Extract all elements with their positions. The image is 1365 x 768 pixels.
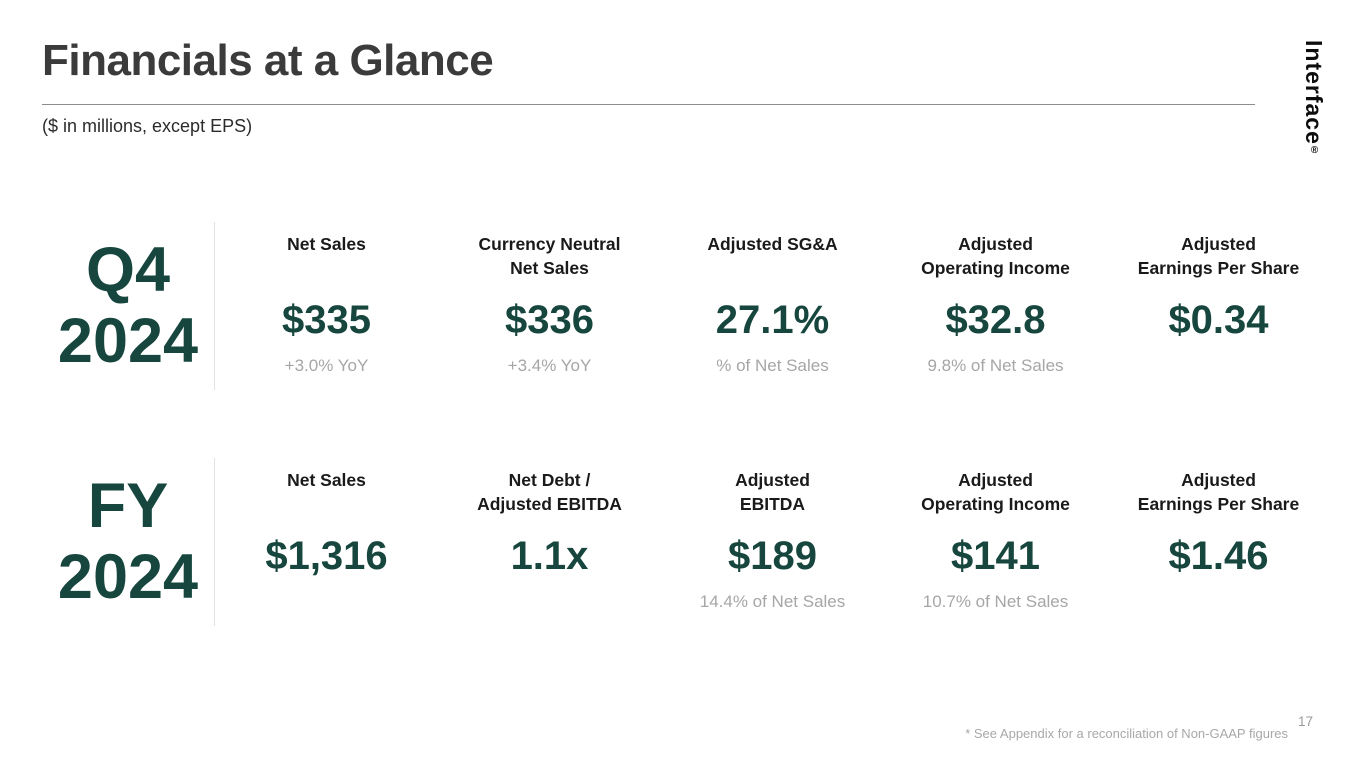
metric-label: Currency Neutral Net Sales xyxy=(478,234,621,278)
metric-adjusted-operating-income: Adjusted Operating Income $32.8 9.8% of … xyxy=(884,222,1107,390)
metric-net-sales: Net Sales $1,316 xyxy=(215,458,438,626)
metric-row-fy-2024: FY 2024 Net Sales $1,316 Net Debt / Adju… xyxy=(42,458,1330,626)
metric-adjusted-sga: Adjusted SG&A 27.1% % of Net Sales xyxy=(661,222,884,390)
page-number: 17 xyxy=(1297,714,1313,729)
metrics-section: Q4 2024 Net Sales $335 +3.0% YoY Currenc… xyxy=(42,222,1330,626)
metric-label: Adjusted SG&A xyxy=(707,234,838,254)
metric-label: Adjusted EBITDA xyxy=(735,470,810,514)
metric-value: $336 xyxy=(505,298,594,342)
metric-label: Net Sales xyxy=(287,234,366,254)
metric-label: Adjusted Operating Income xyxy=(921,470,1070,514)
metric-caption: +3.0% YoY xyxy=(284,356,369,375)
metric-label: Adjusted Operating Income xyxy=(921,234,1070,278)
metric-label: Adjusted Earnings Per Share xyxy=(1137,470,1300,514)
metric-caption: 10.7% of Net Sales xyxy=(922,592,1069,611)
metric-adjusted-eps: Adjusted Earnings Per Share $0.34 xyxy=(1107,222,1330,390)
metric-value: $32.8 xyxy=(945,298,1046,342)
non-gaap-footnote: * See Appendix for a reconciliation of N… xyxy=(965,726,1288,741)
metric-value: $1,316 xyxy=(265,534,388,578)
metric-net-sales: Net Sales $335 +3.0% YoY xyxy=(215,222,438,390)
metric-value: $1.46 xyxy=(1168,534,1269,578)
metric-label: Net Sales xyxy=(287,470,366,490)
period-cell: FY 2024 xyxy=(42,458,215,626)
period-label: Q4 2024 xyxy=(57,235,199,376)
metric-value: 1.1x xyxy=(510,534,589,578)
metric-value: 27.1% xyxy=(715,298,830,342)
metric-adjusted-eps: Adjusted Earnings Per Share $1.46 xyxy=(1107,458,1330,626)
metric-value: $0.34 xyxy=(1168,298,1269,342)
interface-logo-text: Interface xyxy=(1301,40,1327,145)
metric-caption: % of Net Sales xyxy=(716,356,829,375)
units-note: ($ in millions, except EPS) xyxy=(42,116,253,136)
metric-caption: 9.8% of Net Sales xyxy=(927,356,1064,375)
metric-net-debt-adjusted-ebitda: Net Debt / Adjusted EBITDA 1.1x xyxy=(438,458,661,626)
metric-value: $141 xyxy=(951,534,1040,578)
metric-label: Net Debt / Adjusted EBITDA xyxy=(477,470,622,514)
interface-logo: Interface® xyxy=(1300,40,1327,157)
period-cell: Q4 2024 xyxy=(42,222,215,390)
metric-caption: +3.4% YoY xyxy=(507,356,592,375)
metric-caption: 14.4% of Net Sales xyxy=(699,592,846,611)
registered-trademark-icon: ® xyxy=(1309,144,1320,157)
metric-adjusted-operating-income: Adjusted Operating Income $141 10.7% of … xyxy=(884,458,1107,626)
metric-value: $189 xyxy=(728,534,817,578)
title-divider xyxy=(42,104,1255,105)
metric-row-q4-2024: Q4 2024 Net Sales $335 +3.0% YoY Currenc… xyxy=(42,222,1330,390)
metric-value: $335 xyxy=(282,298,371,342)
period-label: FY 2024 xyxy=(57,471,199,612)
page-title: Financials at a Glance xyxy=(42,36,494,85)
metric-currency-neutral-net-sales: Currency Neutral Net Sales $336 +3.4% Yo… xyxy=(438,222,661,390)
metric-adjusted-ebitda: Adjusted EBITDA $189 14.4% of Net Sales xyxy=(661,458,884,626)
metric-label: Adjusted Earnings Per Share xyxy=(1137,234,1300,278)
